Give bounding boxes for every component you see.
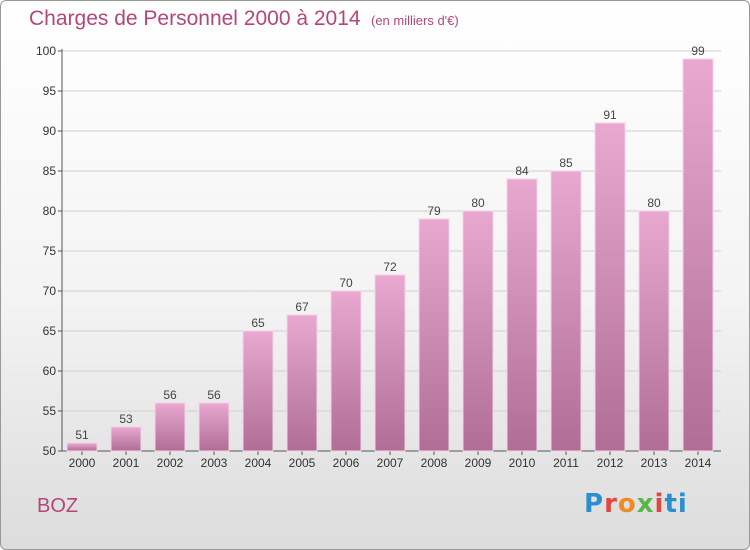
bar <box>286 314 318 452</box>
y-tick-label: 70 <box>43 284 57 298</box>
x-tick-label: 2011 <box>553 456 579 470</box>
x-tick-label: 2009 <box>465 456 492 470</box>
bar <box>242 330 274 452</box>
x-tick-label: 2012 <box>597 456 624 470</box>
x-tick-label: 2000 <box>69 456 96 470</box>
x-tick-label: 2013 <box>641 456 668 470</box>
x-tick-label: 2010 <box>509 456 536 470</box>
y-tick-label: 60 <box>43 364 57 378</box>
data-label: 80 <box>471 196 485 210</box>
bars <box>66 58 714 452</box>
bar <box>110 426 142 452</box>
axes: 50 55 60 65 70 75 80 85 90 95 100 2000 2001 2002 2003 2… <box>36 44 721 470</box>
data-label: 70 <box>339 276 353 290</box>
data-label: 53 <box>119 412 133 426</box>
y-tick-label: 95 <box>43 84 57 98</box>
chart-subtitle: (en milliers d'€) <box>371 13 459 28</box>
bar <box>638 210 670 452</box>
x-tick-label: 2005 <box>289 456 316 470</box>
y-tick-label: 55 <box>43 404 57 418</box>
data-label: 65 <box>251 316 265 330</box>
labels: 51 53 56 56 65 67 70 72 79 80 84 85 91 80 99 <box>75 44 705 442</box>
data-label: 79 <box>427 204 441 218</box>
y-tick-label: 65 <box>43 324 57 338</box>
proxiti-logo: Proxiti <box>584 489 688 519</box>
x-tick-label: 2008 <box>421 456 448 470</box>
y-tick-label: 80 <box>43 204 57 218</box>
y-tick-label: 75 <box>43 244 57 258</box>
x-tick-label: 2014 <box>685 456 712 470</box>
data-label: 67 <box>295 300 309 314</box>
data-label: 72 <box>383 260 397 274</box>
x-tick-label: 2004 <box>245 456 272 470</box>
x-tick-label: 2007 <box>377 456 404 470</box>
bar <box>154 402 186 452</box>
data-label: 85 <box>559 156 573 170</box>
x-tick-label: 2002 <box>157 456 184 470</box>
bar <box>682 58 714 452</box>
bar <box>374 274 406 452</box>
place-name: BOZ <box>37 495 79 517</box>
data-label: 99 <box>691 44 705 58</box>
y-tick-label: 100 <box>36 44 56 58</box>
bar <box>594 122 626 452</box>
bar <box>418 218 450 452</box>
bar <box>66 442 98 452</box>
data-label: 56 <box>207 388 221 402</box>
y-tick-label: 85 <box>43 164 57 178</box>
x-tick-label: 2006 <box>333 456 360 470</box>
x-tick-label: 2003 <box>201 456 228 470</box>
bar <box>198 402 230 452</box>
bar <box>550 170 582 452</box>
chart-title: Charges de Personnel 2000 à 2014 <box>29 7 361 30</box>
data-label: 56 <box>163 388 177 402</box>
x-tick-label: 2001 <box>113 456 140 470</box>
data-label: 80 <box>647 196 661 210</box>
y-tick-label: 90 <box>43 124 57 138</box>
y-tick-label: 50 <box>43 444 57 458</box>
data-label: 91 <box>603 108 617 122</box>
data-label: 51 <box>75 428 89 442</box>
data-label: 84 <box>515 164 529 178</box>
bar <box>330 290 362 452</box>
bar <box>506 178 538 452</box>
bar <box>462 210 494 452</box>
